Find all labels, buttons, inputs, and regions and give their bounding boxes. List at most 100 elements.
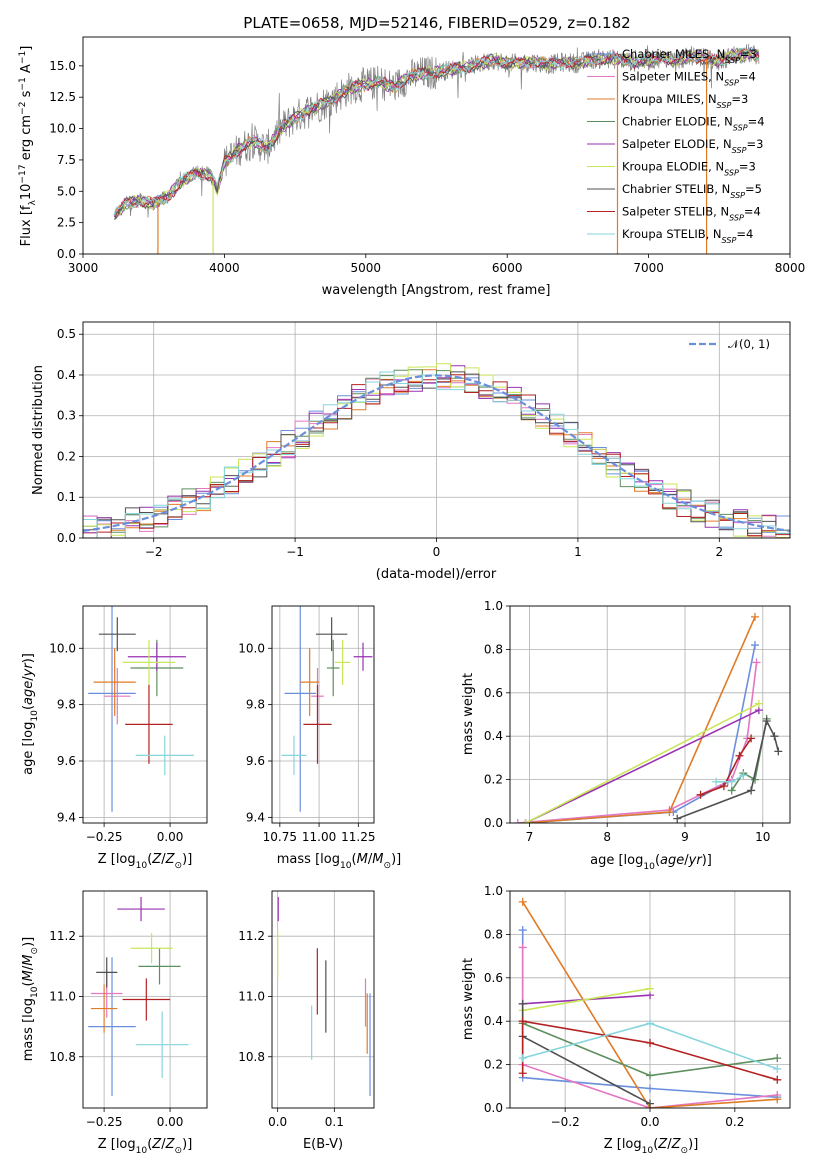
weight-vs-Z-y-label: mass weight (461, 958, 476, 1040)
mass-vs-ebv-x-label: E(B-V) (303, 1137, 343, 1152)
age_vs_Z-plot-area (88, 606, 194, 812)
weight-line-salpeter_miles (517, 662, 758, 823)
x-tick-label: 1 (574, 545, 582, 559)
legend-label-chabrier_miles: Chabrier MILES, NSSP=3 (622, 47, 757, 65)
weight-marker-chabrier_stelib (774, 747, 783, 756)
weight-line-kroupa_elodie (525, 702, 760, 823)
weight-marker-chabrier_miles (646, 1084, 654, 1093)
weight-marker-salpeter_stelib (719, 782, 728, 791)
weight_vs_age-plot-area (513, 612, 783, 823)
weight-marker-chabrier_miles (518, 926, 527, 935)
x-tick-label: 9 (681, 830, 689, 844)
axes-frame (509, 890, 791, 1109)
y-tick-label: 0.8 (484, 927, 503, 941)
mass-vs-Z-x-label: Z [log10(Z/Z⊙)] (98, 1137, 193, 1156)
y-tick-label: 0.0 (484, 816, 503, 830)
y-tick-label: 1.0 (484, 884, 503, 898)
y-tick-label: 10.8 (238, 1050, 265, 1064)
y-tick-label: 0.4 (484, 1014, 503, 1028)
age-vs-Z-y-label: age [log10(age/yr)] (21, 653, 40, 775)
weight-marker-chabrier_stelib (673, 814, 682, 823)
x-tick-label: 3000 (68, 261, 99, 275)
residuals-x-label: (data-model)/error (376, 567, 497, 582)
weight-marker-chabrier_stelib (646, 1099, 654, 1108)
mass-vs-Z-y-label: mass [log10(M/M⊙)] (21, 937, 40, 1061)
axes-frame (271, 890, 375, 1109)
x-tick-label: 0.1 (325, 1115, 344, 1129)
x-tick-label: 0.00 (157, 830, 184, 844)
weight-vs-Z-x-label: Z [log10(Z/Z⊙)] (604, 1137, 699, 1156)
x-tick-label: 0.2 (725, 1115, 744, 1129)
weight-marker-salpeter_stelib (518, 1069, 527, 1078)
age_vs_mass-plot-area (281, 606, 373, 812)
age-vs-mass-x-label: mass [log10(M/M⊙)] (277, 852, 401, 871)
y-tick-label: 5.0 (57, 184, 76, 198)
axes-frame (82, 36, 791, 255)
weight-marker-kroupa_miles (751, 612, 759, 621)
weight_vs_Z-axes: −0.2 0.0 0.2 0.0 0.2 0.4 0.6 0.8 1.0 Z [log10(Z/Z… (461, 884, 791, 1156)
y-tick-label: 0.2 (484, 773, 503, 787)
weight-line-salpeter_stelib (521, 1020, 778, 1081)
x-tick-label: 7000 (633, 261, 664, 275)
x-tick-label: 2 (715, 545, 723, 559)
age_vs_mass-axes: 10.75 11.00 11.25 9.4 9.6 9.8 10.0 mass [log10(… (238, 605, 401, 871)
weight-line-chabrier_stelib (521, 1003, 651, 1105)
weight-marker-salpeter_miles (513, 819, 522, 823)
y-tick-label: 9.8 (246, 698, 265, 712)
axes-frame (82, 605, 208, 824)
y-tick-label: 12.5 (49, 90, 76, 104)
residuals-axes: −2 −1 0 1 2 0.0 0.1 0.2 0.3 0.4 0.5 𝒩(0, 1) (data-mo… (31, 321, 791, 582)
weight-marker-chabrier_elodie (646, 1071, 654, 1080)
mass_vs_Z-plot-area (88, 897, 189, 1096)
x-tick-label: 11.00 (302, 830, 336, 844)
y-tick-label: 0.6 (484, 971, 503, 985)
x-tick-label: −1 (286, 545, 304, 559)
y-tick-label: 11.2 (49, 929, 76, 943)
weight-marker-salpeter_miles (518, 943, 527, 952)
y-tick-label: 10.0 (49, 122, 76, 136)
weight-marker-kroupa_miles (773, 1095, 782, 1104)
legend-label-kroupa_elodie: Kroupa ELODIE, NSSP=3 (622, 160, 756, 178)
weight-line-salpeter_elodie (525, 709, 760, 823)
spectrum-y-label: Flux [fλ10−17 erg cm−2 s−1 A−1] (18, 46, 38, 247)
x-tick-label: 5000 (351, 261, 382, 275)
y-tick-label: 0.0 (484, 1101, 503, 1115)
x-tick-label: 11.25 (341, 830, 375, 844)
axes-frame (82, 321, 791, 539)
x-tick-label: 7 (526, 830, 534, 844)
model-spectrum-salpeter_elodie (113, 48, 760, 219)
model-spectrum-kroupa_elodie (114, 49, 760, 220)
weight-marker-salpeter_stelib (646, 1038, 654, 1047)
weight-marker-kroupa_stelib (773, 1064, 782, 1073)
weight-marker-salpeter_stelib (735, 751, 744, 760)
weight-line-kroupa_miles (525, 616, 756, 823)
weight_vs_Z-plot-area (518, 897, 782, 1108)
y-tick-label: 9.6 (57, 754, 76, 768)
weight-marker-kroupa_elodie (646, 984, 654, 993)
histogram-kroupa_stelib (83, 371, 790, 538)
x-tick-label: 0.0 (640, 1115, 659, 1129)
y-tick-label: 0.2 (57, 449, 76, 463)
weight-marker-chabrier_stelib (518, 999, 527, 1008)
figure-title: PLATE=0658, MJD=52146, FIBERID=0529, z=0… (243, 14, 630, 32)
legend-label-kroupa_stelib: Kroupa STELIB, NSSP=4 (622, 227, 753, 245)
x-tick-label: −0.2 (551, 1115, 580, 1129)
y-tick-label: 0.6 (484, 686, 503, 700)
axes-frame (271, 605, 375, 824)
y-tick-label: 7.5 (57, 153, 76, 167)
weight-marker-salpeter_stelib (696, 790, 705, 799)
x-tick-label: 8000 (775, 261, 806, 275)
y-tick-label: 0.4 (484, 729, 503, 743)
weight-marker-chabrier_miles (751, 641, 759, 650)
weight-marker-chabrier_elodie (751, 775, 759, 784)
spectrum-plot-area (113, 43, 760, 254)
legend-label-salpeter_stelib: Salpeter STELIB, NSSP=4 (622, 205, 761, 223)
y-tick-label: 9.4 (246, 810, 265, 824)
weight-marker-salpeter_stelib (773, 1075, 782, 1084)
x-tick-label: −0.25 (86, 830, 123, 844)
weight-marker-kroupa_stelib (727, 777, 736, 786)
y-tick-label: 0.4 (57, 368, 76, 382)
weight-marker-kroupa_stelib (646, 1019, 654, 1028)
x-tick-label: 6000 (492, 261, 523, 275)
weight-marker-chabrier_stelib (762, 717, 771, 726)
